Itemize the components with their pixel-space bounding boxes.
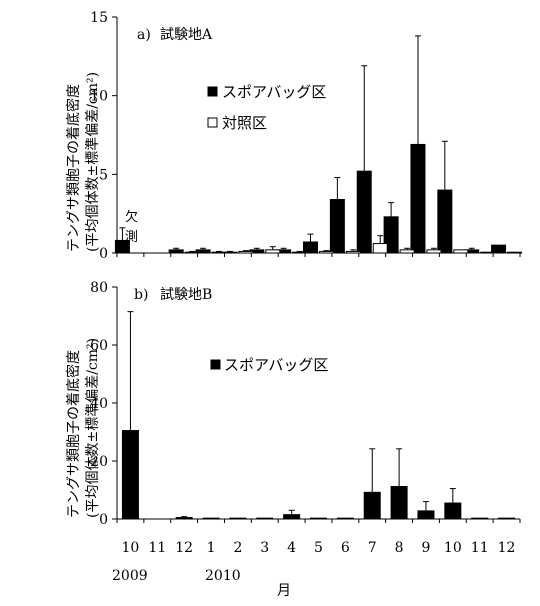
panel-a-note-line2: 測 — [125, 230, 138, 245]
a-bar-s1-10 — [399, 249, 415, 254]
a-bar-s1-2 — [184, 251, 200, 254]
a-y-tick-label-3: 15 — [90, 10, 108, 26]
b-y-tick-label-2: 40 — [90, 396, 108, 412]
b-bar-s0-5 — [256, 517, 274, 520]
a-bar-s1-14 — [507, 251, 523, 254]
x-tick-label-1: 11 — [148, 540, 166, 556]
panel-a-ylabel-line2: (平均個体数±標準偏差/cm²) — [85, 72, 101, 252]
legend-a-control-label: 対照区 — [222, 114, 267, 132]
b-y-tick-label-0: 0 — [99, 512, 108, 528]
b-bar-s0-7 — [310, 517, 327, 520]
b-bar-s0-14 — [498, 517, 516, 520]
legend-a-sporebag-swatch — [207, 86, 218, 97]
a-bar-s1-5 — [265, 249, 281, 254]
a-bar-s0-11 — [410, 143, 426, 254]
panel-b: 0 20 40 60 80 b) 試験地B スポアバッグ区 テングサ類胞子の着底密度 (… — [65, 280, 521, 528]
b-y-tick-label-4: 80 — [90, 280, 108, 296]
b-bar-s0-12 — [444, 502, 462, 520]
x-axis-title: 月 — [277, 583, 291, 599]
x-tick-label-12: 10 — [444, 540, 462, 556]
x-tick-label-11: 9 — [422, 540, 431, 556]
a-bar-s1-6 — [292, 251, 308, 254]
a-bar-s0-12 — [437, 189, 453, 254]
x-tick-label-6: 4 — [287, 540, 296, 556]
b-bar-s0-4 — [229, 517, 247, 520]
year-label-2010: 2010 — [205, 568, 241, 584]
a-bar-s1-3 — [211, 251, 227, 254]
legend-b-sporebag-swatch — [210, 359, 221, 370]
x-tick-label-9: 7 — [368, 540, 377, 556]
panel-b-ylabel-line2: (平均個体数±標準偏差/cm²) — [85, 338, 101, 518]
a-bar-s0-7 — [303, 241, 318, 254]
b-y-tick-label-1: 20 — [90, 454, 108, 470]
b-bar-s0-2 — [175, 517, 193, 520]
a-bar-s0-8 — [329, 199, 345, 254]
legend-a-control-swatch — [207, 117, 218, 128]
b-y-tick-label-3: 60 — [90, 338, 108, 354]
b-bar-s0-11 — [417, 510, 435, 520]
a-bar-s0-14 — [491, 244, 507, 254]
x-tick-label-7: 5 — [314, 540, 323, 556]
b-bar-s0-0 — [121, 430, 139, 520]
year-label-2009: 2009 — [112, 568, 148, 584]
panel-a: 0 5 10 15 a) 試験地A 欠 測 スポアバッグ区 対照区 テングサ類胞子の着… — [65, 10, 523, 262]
x-tick-label-2: 12 — [175, 540, 193, 556]
panel-a-note-line1: 欠 — [125, 209, 138, 225]
panel-b-marks: 0 20 40 60 80 — [90, 280, 521, 528]
x-tick-label-4: 2 — [233, 540, 242, 556]
a-bar-s1-4 — [238, 250, 254, 254]
x-axis-labels: 10 11 12 1 2 3 4 5 6 7 8 9 10 11 12 — [122, 540, 516, 556]
x-tick-label-10: 8 — [395, 540, 404, 556]
panel-a-label: a) — [137, 27, 151, 43]
a-bar-s1-9 — [372, 243, 388, 254]
panel-b-title: 試験地B — [160, 287, 212, 303]
x-tick-label-0: 10 — [122, 540, 140, 556]
b-bar-s0-8 — [336, 517, 354, 520]
a-bar-s1-11 — [426, 249, 442, 254]
a-y-tick-label-0: 0 — [99, 246, 108, 262]
a-bar-s0-9 — [356, 170, 372, 254]
x-tick-label-8: 6 — [341, 540, 350, 556]
a-bar-s1-12 — [453, 249, 469, 254]
b-bar-s0-6 — [283, 514, 301, 520]
x-tick-label-13: 11 — [471, 540, 489, 556]
x-tick-label-5: 3 — [260, 540, 269, 556]
panel-a-marks: 0 5 10 15 — [90, 10, 523, 262]
x-tick-label-14: 12 — [498, 540, 516, 556]
legend-a-sporebag-label: スポアバッグ区 — [222, 83, 326, 101]
a-bar-s0-2 — [168, 249, 184, 254]
b-bar-s0-3 — [202, 517, 220, 520]
x-tick-label-3: 1 — [207, 540, 216, 556]
a-bar-s1-8 — [345, 250, 361, 254]
legend-b-sporebag-label: スポアバッグ区 — [224, 356, 328, 374]
b-bar-s0-10 — [390, 486, 408, 520]
b-bar-s0-9 — [363, 491, 381, 520]
panel-b-ylabel-line1: テングサ類胞子の着底密度 — [65, 350, 82, 518]
panel-b-label: b) — [134, 287, 148, 303]
panel-a-title: 試験地A — [160, 27, 213, 43]
a-y-tick-label-2: 10 — [90, 89, 108, 105]
a-y-tick-label-1: 5 — [99, 167, 108, 183]
a-bar-s1-7 — [319, 250, 334, 254]
panel-a-ylabel-line1: テングサ類胞子の着底密度 — [65, 84, 82, 252]
b-bar-s0-13 — [471, 517, 489, 520]
a-bar-s1-13 — [480, 251, 496, 254]
